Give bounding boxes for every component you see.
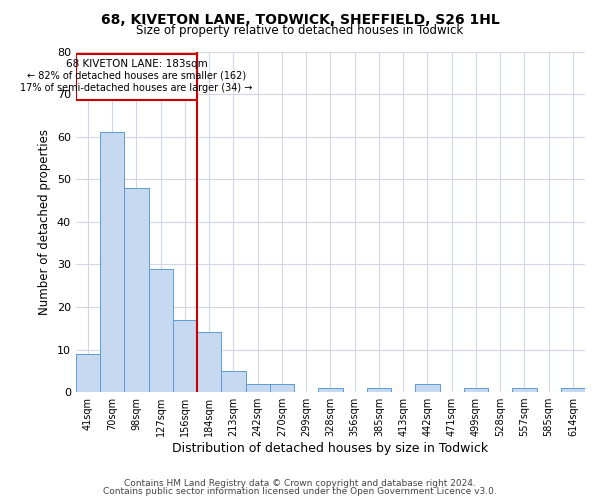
- Text: 68, KIVETON LANE, TODWICK, SHEFFIELD, S26 1HL: 68, KIVETON LANE, TODWICK, SHEFFIELD, S2…: [101, 12, 499, 26]
- Bar: [197, 332, 221, 392]
- Bar: [270, 384, 294, 392]
- Bar: [464, 388, 488, 392]
- Bar: [124, 188, 149, 392]
- Bar: [149, 268, 173, 392]
- Bar: [76, 354, 100, 392]
- Text: Contains HM Land Registry data © Crown copyright and database right 2024.: Contains HM Land Registry data © Crown c…: [124, 478, 476, 488]
- Bar: [221, 371, 245, 392]
- Text: 68 KIVETON LANE: 183sqm: 68 KIVETON LANE: 183sqm: [65, 59, 208, 69]
- Bar: [512, 388, 536, 392]
- Bar: [318, 388, 343, 392]
- Text: Contains public sector information licensed under the Open Government Licence v3: Contains public sector information licen…: [103, 487, 497, 496]
- Bar: [245, 384, 270, 392]
- Y-axis label: Number of detached properties: Number of detached properties: [38, 129, 51, 315]
- Text: ← 82% of detached houses are smaller (162): ← 82% of detached houses are smaller (16…: [27, 70, 246, 81]
- Bar: [76, 54, 197, 100]
- Text: Size of property relative to detached houses in Todwick: Size of property relative to detached ho…: [136, 24, 464, 37]
- Bar: [100, 132, 124, 392]
- X-axis label: Distribution of detached houses by size in Todwick: Distribution of detached houses by size …: [172, 442, 488, 455]
- Bar: [367, 388, 391, 392]
- Text: 17% of semi-detached houses are larger (34) →: 17% of semi-detached houses are larger (…: [20, 84, 253, 94]
- Bar: [561, 388, 585, 392]
- Bar: [173, 320, 197, 392]
- Bar: [415, 384, 440, 392]
